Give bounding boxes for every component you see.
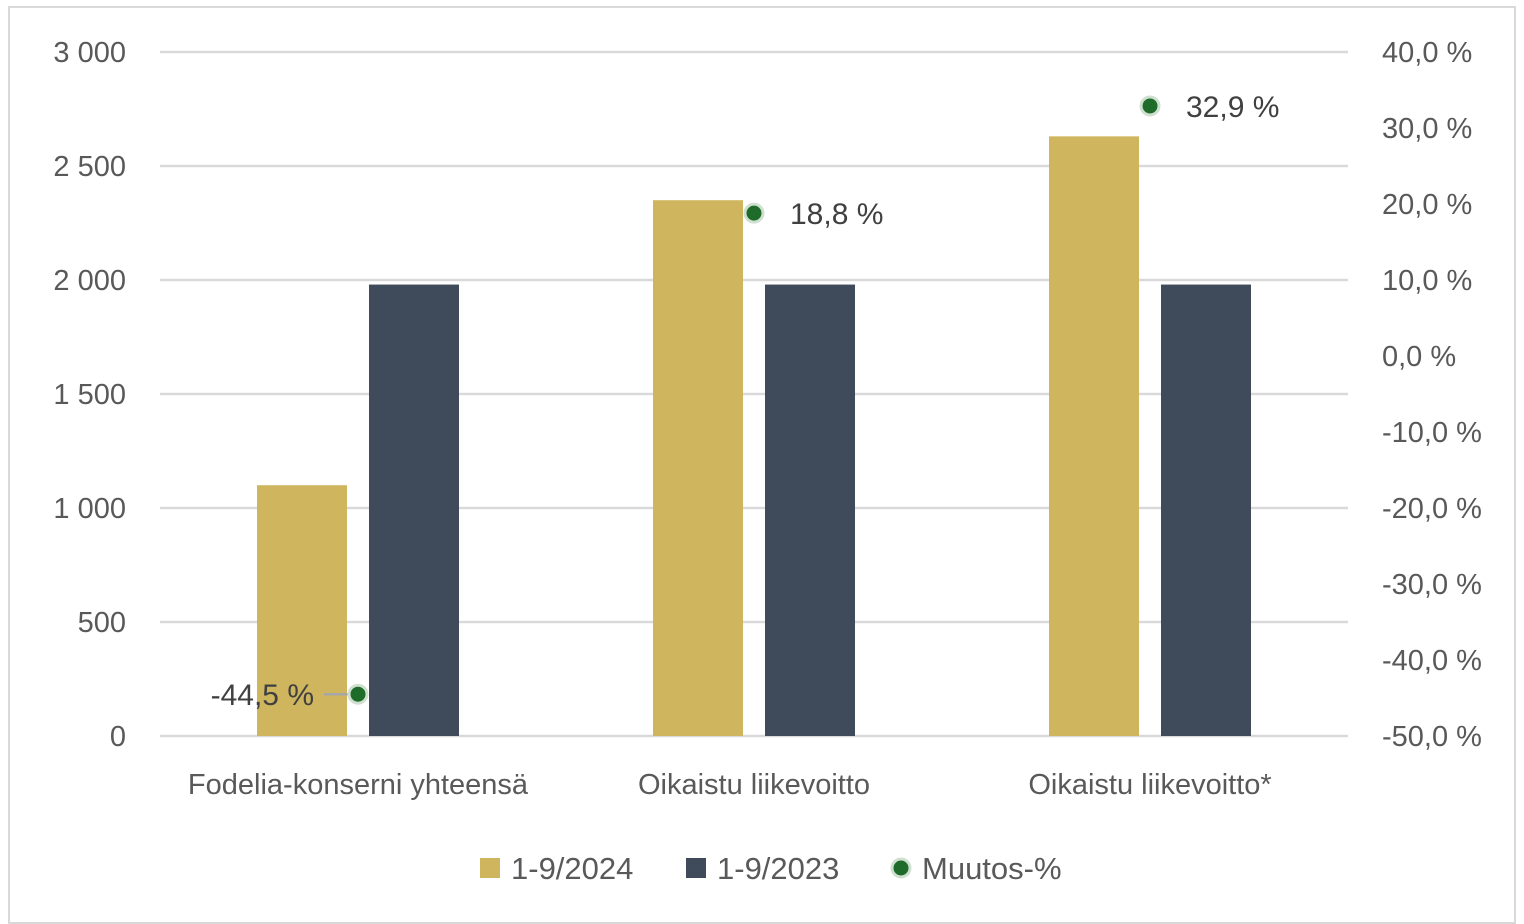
- change-marker: [1139, 95, 1161, 117]
- legend-marker: [890, 857, 912, 879]
- y-left-tick-label: 3 000: [53, 37, 126, 69]
- y-right-tick-label: -30,0 %: [1382, 569, 1482, 601]
- legend-label: Muutos-%: [922, 851, 1062, 886]
- bar-2023: [1161, 284, 1251, 736]
- y-right-tick-label: -20,0 %: [1382, 493, 1482, 525]
- bar-2023: [369, 284, 459, 736]
- y-left-tick-label: 2 500: [53, 151, 126, 183]
- legend-label: 1-9/2023: [717, 851, 839, 886]
- change-marker: [347, 683, 369, 705]
- y-left-tick-label: 2 000: [53, 265, 126, 297]
- legend-swatch: [686, 858, 706, 878]
- bar-2023: [765, 284, 855, 736]
- y-right-tick-label: -50,0 %: [1382, 721, 1482, 753]
- chart-frame: [8, 6, 1516, 924]
- y-left-tick-label: 1 500: [53, 379, 126, 411]
- y-right-tick-label: -10,0 %: [1382, 417, 1482, 449]
- x-category-label: Fodelia-konserni yhteensä: [188, 769, 529, 801]
- x-category-label: Oikaistu liikevoitto: [638, 769, 870, 801]
- y-right-tick-label: 0,0 %: [1382, 341, 1456, 373]
- change-data-label: 18,8 %: [790, 198, 883, 231]
- change-data-label: -44,5 %: [211, 679, 314, 712]
- bar-2024: [1049, 136, 1139, 737]
- y-right-tick-label: -40,0 %: [1382, 645, 1482, 677]
- y-right-tick-label: 30,0 %: [1382, 113, 1472, 145]
- y-left-tick-label: 0: [110, 721, 126, 753]
- legend-swatch: [480, 858, 500, 878]
- x-category-label: Oikaistu liikevoitto*: [1028, 769, 1271, 801]
- change-data-label: 32,9 %: [1186, 91, 1279, 124]
- y-right-tick-label: 40,0 %: [1382, 37, 1472, 69]
- y-right-tick-label: 10,0 %: [1382, 265, 1472, 297]
- y-right-tick-label: 20,0 %: [1382, 189, 1472, 221]
- bar-2024: [653, 200, 743, 736]
- change-marker: [743, 202, 765, 224]
- y-left-tick-label: 500: [78, 607, 126, 639]
- y-left-tick-label: 1 000: [53, 493, 126, 525]
- legend-label: 1-9/2024: [511, 851, 633, 886]
